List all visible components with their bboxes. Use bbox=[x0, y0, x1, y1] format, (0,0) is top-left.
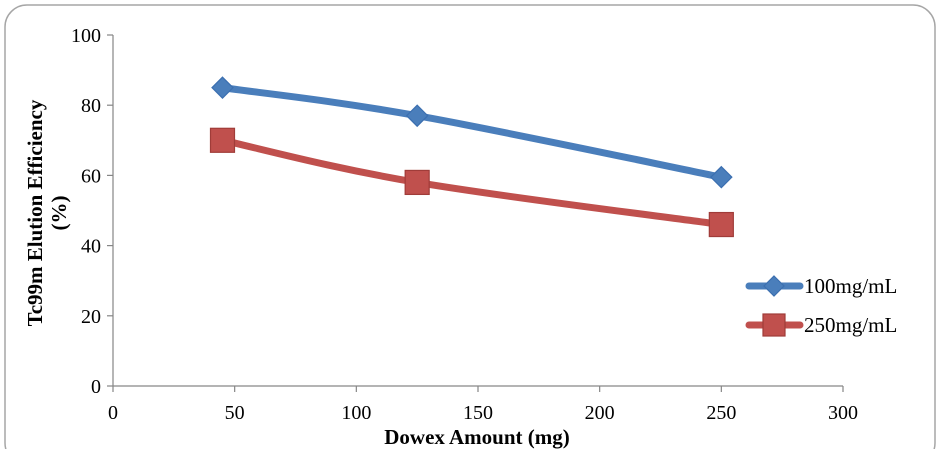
data-point-100mg-ml bbox=[709, 165, 733, 189]
y-tick-label: 80 bbox=[81, 95, 101, 117]
legend-marker bbox=[763, 275, 785, 297]
axes: 0 20 40 60 80 100 0 50 100 150 200 250 300 bbox=[71, 25, 858, 424]
legend: 100mg/mL 250mg/mL bbox=[745, 274, 897, 337]
x-axis-title: Dowex Amount (mg) bbox=[384, 425, 569, 449]
x-tick-label: 200 bbox=[585, 402, 615, 424]
x-tick-label: 250 bbox=[706, 402, 736, 424]
y-tick-label: 0 bbox=[91, 376, 101, 398]
data-point-100mg-ml bbox=[405, 104, 429, 128]
data-point-100mg-ml bbox=[211, 76, 234, 99]
data-point-250mg-ml bbox=[209, 127, 236, 153]
y-axis-title-line-2: (%) bbox=[47, 196, 71, 231]
y-axis-title-line-1: Tc99m Elution Efficiency bbox=[23, 99, 47, 326]
legend-marker bbox=[762, 313, 786, 337]
legend-label: 250mg/mL bbox=[804, 313, 897, 337]
legend-label: 100mg/mL bbox=[804, 274, 897, 298]
y-tick-label: 100 bbox=[71, 25, 101, 47]
x-tick-label: 100 bbox=[341, 402, 371, 424]
series-layer bbox=[209, 76, 734, 238]
y-tick-label: 40 bbox=[81, 236, 101, 258]
x-tick-label: 300 bbox=[828, 402, 858, 424]
x-tick-label: 0 bbox=[108, 402, 118, 424]
chart-border bbox=[4, 4, 936, 449]
x-tick-label: 50 bbox=[225, 402, 245, 424]
data-point-250mg-ml bbox=[708, 211, 734, 238]
x-tick-label: 150 bbox=[463, 402, 493, 424]
legend-item-250mg-ml: 250mg/mL bbox=[745, 313, 897, 337]
data-point-250mg-ml bbox=[404, 169, 430, 196]
y-tick-label: 20 bbox=[81, 306, 101, 328]
legend-item-100mg-ml: 100mg/mL bbox=[745, 274, 897, 298]
y-axis-title: Tc99m Elution Efficiency (%) bbox=[23, 99, 71, 326]
y-tick-label: 60 bbox=[81, 165, 101, 187]
